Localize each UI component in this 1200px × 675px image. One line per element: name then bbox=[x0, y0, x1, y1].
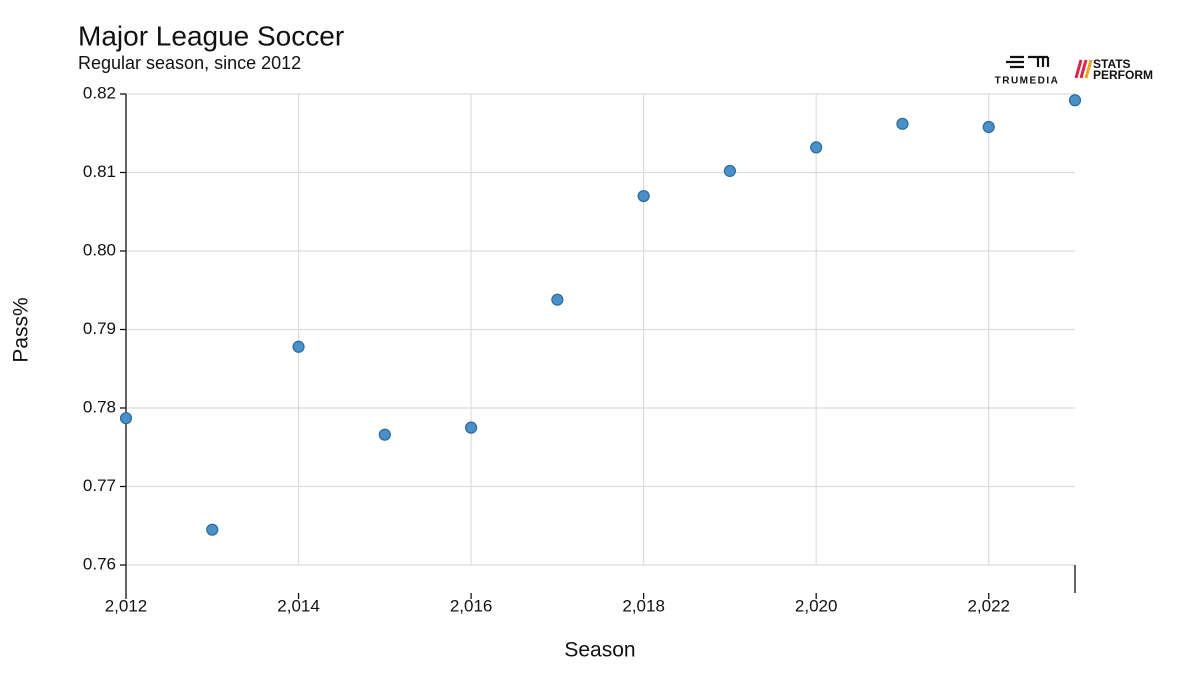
y-tick-label: 0.82 bbox=[83, 83, 116, 102]
point bbox=[982, 120, 995, 134]
chart-title: Major League Soccer bbox=[78, 20, 344, 51]
point bbox=[1068, 94, 1082, 107]
chart-subtitle: Regular season, since 2012 bbox=[78, 53, 301, 73]
y-tick-label: 0.80 bbox=[83, 240, 116, 259]
logo-text: PERFORM bbox=[1093, 68, 1153, 82]
point bbox=[119, 412, 133, 425]
logo-mark bbox=[1084, 59, 1093, 79]
logo-mark bbox=[1006, 55, 1050, 69]
stats-perform-logo: STATS PERFORM bbox=[1074, 57, 1153, 82]
trumedia-logo: TRUMEDIA bbox=[995, 55, 1060, 87]
x-tick-label: 2,014 bbox=[277, 596, 320, 615]
x-axis-label: Season bbox=[564, 639, 635, 662]
point bbox=[723, 164, 737, 178]
point bbox=[637, 189, 650, 203]
y-tick-label: 0.77 bbox=[83, 476, 116, 495]
point bbox=[464, 421, 478, 434]
point bbox=[378, 428, 391, 441]
x-tick-label: 2,020 bbox=[795, 596, 838, 615]
logo-mark bbox=[1074, 59, 1088, 79]
point bbox=[292, 340, 305, 353]
x-tick-label: 2,012 bbox=[105, 596, 148, 615]
x-tick-label: 2,022 bbox=[967, 596, 1010, 615]
y-tick-label: 0.81 bbox=[83, 162, 116, 181]
point bbox=[896, 117, 909, 130]
y-axis-label: Pass% bbox=[10, 297, 33, 362]
logo-text: TRUMEDIA bbox=[995, 76, 1060, 87]
logo-text: STATS bbox=[1093, 57, 1131, 71]
x-tick-label: 2,016 bbox=[450, 596, 493, 615]
y-tick-label: 0.78 bbox=[83, 397, 116, 416]
point bbox=[206, 523, 219, 536]
point bbox=[551, 293, 564, 306]
point bbox=[810, 141, 823, 154]
y-tick-label: 0.76 bbox=[83, 554, 116, 573]
y-tick-label: 0.79 bbox=[83, 319, 116, 338]
x-tick-label: 2,018 bbox=[622, 596, 665, 615]
